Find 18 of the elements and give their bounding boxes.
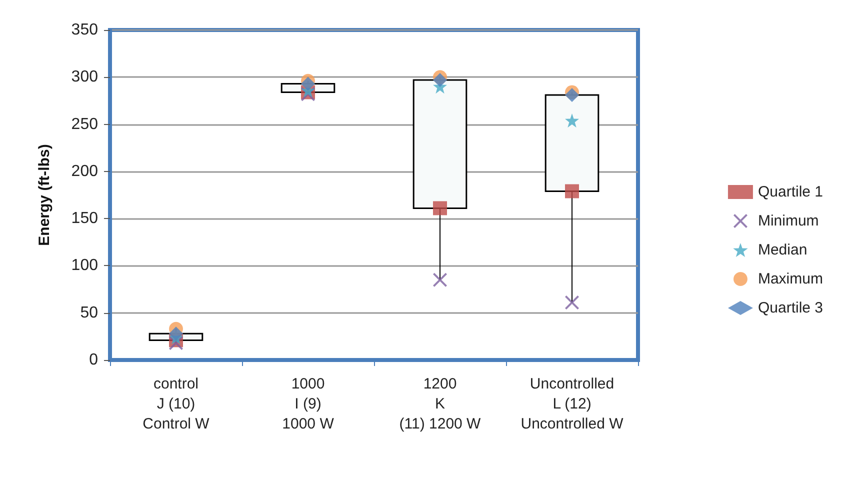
y-tick-label: 300 xyxy=(71,68,98,86)
y-tick-label: 200 xyxy=(71,162,98,180)
legend-label: Maximum xyxy=(758,270,823,288)
y-tick-label: 350 xyxy=(71,22,98,38)
legend-label: Median xyxy=(758,242,808,258)
y-tick-label: 250 xyxy=(71,116,98,133)
legend-label: Quartile 1 xyxy=(758,184,824,200)
x-tick-label: 1200 K (11) 1200 W xyxy=(399,376,482,432)
x-tick-label: control J (10) Control W xyxy=(142,376,210,432)
y-tick-label: 0 xyxy=(89,352,98,368)
legend-label: Minimum xyxy=(758,212,819,230)
y-tick-label: 50 xyxy=(80,304,98,322)
x-tick-label: 1000 I (9) 1000 W xyxy=(282,376,335,432)
legend-label: Quartile 3 xyxy=(758,300,824,316)
y-axis-title: Energy (ft-lbs) xyxy=(36,144,53,246)
y-tick-label: 150 xyxy=(71,210,98,228)
x-tick-label: Uncontrolled L (12) Uncontrolled W xyxy=(520,376,624,432)
y-tick-label: 100 xyxy=(71,257,98,274)
